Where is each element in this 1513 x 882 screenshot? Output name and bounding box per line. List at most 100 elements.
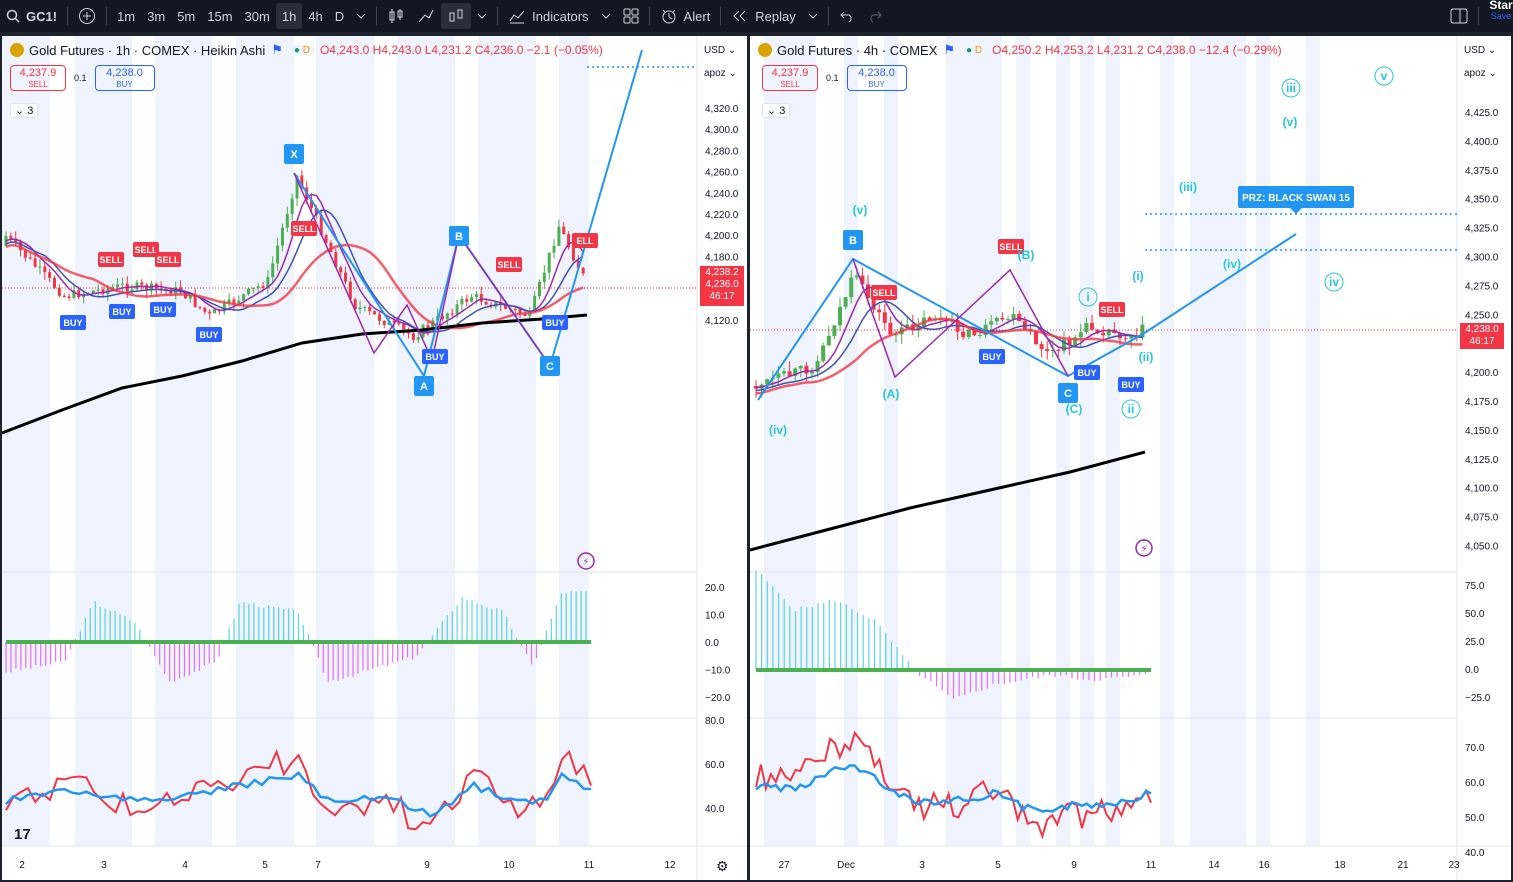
moving-average-red — [755, 317, 1143, 395]
alert-button[interactable]: Alert — [654, 0, 717, 32]
price-axis-label: 4,200.0 — [1465, 368, 1499, 379]
candle-body — [1045, 349, 1050, 352]
interval-5m[interactable]: 5m — [177, 8, 196, 24]
price-axis-label: 4,125.0 — [1465, 455, 1499, 466]
separator — [106, 7, 108, 25]
interval-d[interactable]: D — [334, 8, 345, 24]
elliott-wave-label: (iv) — [769, 423, 787, 437]
candle-body — [552, 245, 556, 253]
currency-selector[interactable]: USD ⌄ — [704, 45, 737, 56]
flag-icon: ⚑ — [943, 42, 956, 57]
right-chart-panel[interactable]: 4,425.0 4,400.0 4,375.0 4,350.0 4,325.0 4,300… — [750, 36, 1511, 880]
price-axis-label: 4,300.0 — [1465, 253, 1499, 264]
left-chart-panel[interactable]: 4,320.0 4,300.0 4,280.0 4,260.0 4,240.0 4,220… — [2, 36, 747, 880]
sell-button[interactable]: 4,237.9 SELL — [10, 65, 66, 91]
buy-signal-label: BUY — [545, 318, 564, 328]
chart-type-dropdown[interactable] — [471, 0, 493, 32]
oscillator-axis-label: 0.0 — [705, 638, 719, 649]
last-price-tag: 4,238.2 4,236.0 46:17 — [700, 266, 744, 306]
layout-button[interactable] — [617, 0, 645, 32]
sell-signal-marker — [572, 233, 598, 248]
harmonic-pattern-purple — [293, 172, 551, 367]
candle-body — [91, 290, 95, 294]
candles-button[interactable] — [381, 0, 411, 32]
scale-selector[interactable]: apoz ⌄ — [1464, 68, 1497, 79]
oscillator-axis-label: 20.0 — [705, 583, 725, 594]
indicator-count-toggle[interactable]: ⌄ 3 — [762, 103, 791, 118]
candle-body — [838, 306, 842, 326]
sell-signal-marker — [291, 221, 317, 236]
scale-selector[interactable]: apoz ⌄ — [704, 68, 737, 79]
candle-body — [460, 298, 464, 305]
lightning-icon — [1135, 539, 1153, 557]
rsi-line-red — [755, 730, 1152, 840]
separator — [376, 7, 378, 25]
time-axis-label: 9 — [1071, 860, 1077, 871]
price-axis-label: 4,350.0 — [1465, 195, 1499, 206]
quantity[interactable]: 0.1 — [826, 73, 839, 83]
redo-button[interactable] — [861, 0, 889, 32]
rsi-axis-label: 50.0 — [1465, 813, 1485, 824]
settings-gear-icon[interactable]: ⚙ — [716, 858, 729, 874]
candle-body — [1000, 317, 1005, 320]
candle-body — [300, 175, 304, 188]
indicators-dropdown[interactable] — [595, 0, 617, 32]
symbol-search[interactable]: GC1! — [0, 0, 63, 32]
candle-body — [479, 294, 483, 302]
candle-body — [1062, 339, 1066, 351]
undo-icon — [840, 11, 852, 23]
replay-dropdown[interactable] — [802, 0, 824, 32]
interval-3m[interactable]: 3m — [147, 8, 166, 24]
time-axis-label: 12 — [664, 860, 676, 871]
interval-15m[interactable]: 15m — [207, 8, 233, 24]
candle-body — [978, 334, 982, 336]
session-band — [946, 36, 1002, 846]
candle-body — [227, 299, 231, 304]
undo-button[interactable] — [833, 0, 861, 32]
save-layout-button[interactable]: Star Save — [1483, 0, 1513, 32]
elliott-wave-label: v — [1381, 69, 1388, 83]
quantity[interactable]: 0.1 — [74, 73, 87, 83]
interval-1h[interactable]: 1h — [275, 3, 303, 29]
time-axis-label: 11 — [1146, 860, 1157, 871]
lightning-glyph: ⚡ — [1140, 544, 1147, 555]
candle-body — [101, 289, 105, 294]
candle-body — [557, 226, 561, 246]
session-band — [236, 36, 294, 846]
candle-body — [111, 287, 115, 289]
pattern-point-marker — [1058, 383, 1078, 403]
interval-30m[interactable]: 30m — [244, 8, 270, 24]
buy-button[interactable]: 4,238.0 BUY — [846, 65, 907, 91]
price-axis-label: 4,050.0 — [1465, 542, 1499, 553]
pattern-point-label: X — [290, 149, 298, 161]
top-toolbar: GC1! 1m 3m 5m 15m 30m 1h 4h D Indicators… — [0, 0, 1513, 32]
candle-body — [1056, 349, 1061, 351]
right-chart-canvas[interactable]: 4,425.0 4,400.0 4,375.0 4,350.0 4,325.0 4,300… — [750, 36, 1511, 880]
elliott-wave-label: (ii) — [1139, 350, 1154, 364]
buy-signal-marker — [1074, 365, 1100, 380]
candle-body — [474, 294, 478, 298]
data-badge: ● D — [961, 44, 988, 56]
indicator-count-toggle[interactable]: ⌄ 3 — [10, 103, 39, 118]
interval-4h[interactable]: 4h — [308, 8, 323, 24]
separator — [827, 7, 829, 25]
rsi-axis-label: 40.0 — [705, 804, 725, 815]
buy-button[interactable]: 4,238.0 BUY — [94, 65, 155, 91]
left-chart-canvas[interactable]: 4,320.0 4,300.0 4,280.0 4,260.0 4,240.0 4,220… — [2, 36, 747, 880]
status-dot-icon: ● — [293, 44, 300, 56]
interval-dropdown[interactable] — [350, 0, 372, 32]
candle-body — [242, 294, 246, 301]
sell-button[interactable]: 4,237.9 SELL — [762, 65, 818, 91]
right-title: Gold Futures · 4h · COMEX — [777, 42, 938, 58]
compare-button[interactable] — [72, 0, 102, 32]
candle-body — [815, 360, 820, 372]
replay-button[interactable]: Replay — [725, 0, 801, 32]
gold-logo-icon — [10, 43, 24, 57]
chart-type-button[interactable] — [441, 3, 472, 29]
currency-selector[interactable]: USD ⌄ — [1464, 45, 1497, 56]
indicators-button[interactable]: Indicators — [502, 0, 594, 32]
panel-toggle-button[interactable] — [1444, 0, 1474, 32]
sell-signal-marker — [998, 239, 1024, 254]
line-tool-button[interactable] — [411, 0, 441, 32]
interval-1m[interactable]: 1m — [117, 8, 136, 24]
